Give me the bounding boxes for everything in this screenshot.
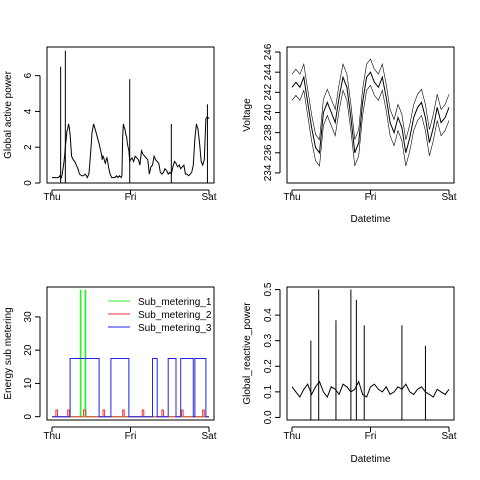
plot-frame [46, 46, 215, 184]
y-tick-label: 242 [263, 84, 274, 101]
series-line [291, 71, 450, 155]
x-tick-label: Thu [43, 431, 60, 442]
x-tick-label: Fri [365, 431, 377, 442]
y-tick-label: 236 [263, 144, 274, 161]
x-tick-label: Thu [43, 192, 60, 203]
chart-panel-4: 0.0 0.1 0.2 0.3 0.4 0.5 Thu Fri Sat Global_reacti… [242, 282, 457, 465]
x-tick-label: Sat [441, 192, 456, 203]
y-axis-title: Global active power [3, 70, 14, 158]
y-tick-label: 10 [23, 377, 34, 389]
y-tick-label: 0 [23, 413, 34, 419]
y-tick-label: 234 [263, 164, 274, 181]
y-tick-label: 30 [23, 311, 34, 323]
x-tick-label: Sat [201, 192, 216, 203]
y-tick-label: 244 [263, 63, 274, 80]
series-line [52, 116, 210, 179]
series-line-sub-metering-3 [52, 358, 209, 418]
y-tick-label: 0 [23, 180, 34, 186]
x-tick-label: Sat [441, 431, 456, 442]
y-axis-title: Voltage [242, 98, 253, 132]
y-tick-label: 238 [263, 124, 274, 141]
x-tick-label: Fri [365, 192, 377, 203]
voltage-upper-envelope [291, 58, 450, 141]
y-tick-label: 0.3 [263, 333, 274, 347]
y-tick-label: 2 [23, 144, 34, 150]
y-tick-label: 0.5 [263, 282, 274, 296]
plot-frame [286, 46, 455, 184]
series-line-sub-metering-2 [52, 409, 209, 418]
y-tick-label: 246 [263, 43, 274, 60]
x-tick-label: Fri [125, 431, 137, 442]
chart-panel-1: 0 2 4 6 Thu Fri Sat Global active power [3, 46, 217, 203]
y-axis-title: Energy sub metering [3, 307, 14, 399]
y-tick-label: 240 [263, 104, 274, 121]
plot-frame [46, 286, 215, 421]
y-tick-label: 0.2 [263, 359, 274, 373]
legend-label: Sub_metering_3 [138, 323, 212, 334]
plot-frame [286, 286, 455, 421]
chart-panel-3: 0 10 20 30 Thu Fri Sat Energy sub metering Sub_m… [3, 286, 217, 442]
y-axis-title: Global_reactive_power [242, 302, 253, 405]
x-tick-label: Sat [201, 431, 216, 442]
y-tick-label: 0.4 [263, 308, 274, 322]
y-tick-label: 6 [23, 72, 34, 78]
voltage-lower-envelope [291, 84, 450, 167]
x-tick-label: Thu [283, 192, 300, 203]
legend: Sub_metering_1 Sub_metering_2 Sub_metering… [108, 297, 212, 334]
y-tick-label: 0.1 [263, 384, 274, 398]
legend-label: Sub_metering_2 [138, 310, 212, 321]
x-tick-label: Thu [283, 431, 300, 442]
y-tick-label: 4 [23, 108, 34, 114]
y-tick-label: 0.0 [263, 410, 274, 424]
x-axis-title: Datetime [350, 454, 390, 465]
legend-label: Sub_metering_1 [138, 297, 212, 308]
chart-panel-2: 234 236 238 240 242 244 246 Thu Fri Sat Voltage Dat… [242, 43, 457, 225]
x-tick-label: Fri [125, 192, 137, 203]
y-tick-label: 20 [23, 344, 34, 356]
x-axis-title: Datetime [350, 214, 390, 225]
